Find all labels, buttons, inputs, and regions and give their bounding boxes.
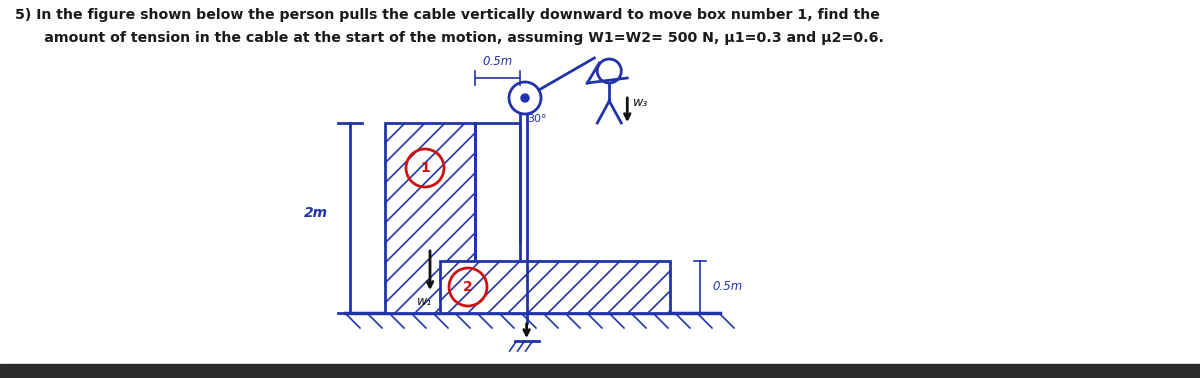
Text: 30°: 30° [527, 114, 546, 124]
Text: 0.5m: 0.5m [482, 55, 512, 68]
Circle shape [521, 94, 529, 102]
Text: w₃: w₃ [634, 96, 648, 110]
Bar [385, 123, 475, 313]
Text: amount of tension in the cable at the start of the motion, assuming W1=W2= 500 N: amount of tension in the cable at the st… [14, 31, 884, 45]
Text: 5) In the figure shown below the person pulls the cable vertically downward to m: 5) In the figure shown below the person … [14, 8, 880, 22]
Text: 1: 1 [420, 161, 430, 175]
Text: 2: 2 [463, 280, 473, 294]
Text: 2m: 2m [304, 206, 328, 220]
Bar [0, 364, 1200, 378]
Text: w₁: w₁ [418, 295, 433, 308]
Bar [440, 261, 670, 313]
Text: 0.5m: 0.5m [712, 280, 743, 293]
